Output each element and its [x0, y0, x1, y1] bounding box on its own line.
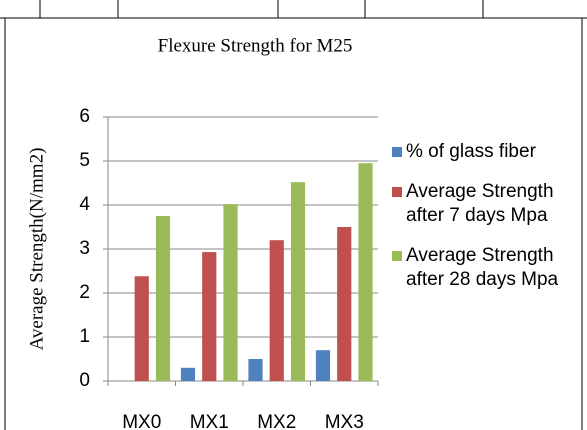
y-tick-label: 4 [79, 194, 90, 215]
legend-swatch [392, 187, 402, 197]
y-tick-label: 0 [79, 370, 90, 391]
chart-title: Flexure Strength for M25 [158, 35, 353, 56]
y-axis-label: Average Strength(N/mm2) [26, 148, 47, 351]
bar [248, 359, 263, 381]
legend-label: Average Strength after 28 days Mpa [406, 245, 559, 290]
bar [155, 216, 171, 381]
bar [337, 227, 352, 381]
y-tick-label: 1 [79, 326, 90, 347]
bar [315, 350, 331, 381]
y-tick-label: 5 [79, 150, 90, 171]
bar [134, 276, 149, 381]
legend-item: Average Strength after 7 days Mpa [392, 180, 567, 228]
legend: % of glass fiber Average Strength after 7… [392, 140, 567, 308]
legend-swatch [392, 147, 402, 157]
bar [358, 163, 373, 381]
legend-item: % of glass fiber [392, 140, 567, 164]
legend-label: Average Strength after 7 days Mpa [406, 181, 554, 226]
bar [290, 182, 306, 381]
x-tick-label: MX3 [325, 412, 364, 430]
y-tick-label: 6 [79, 106, 90, 127]
bar [223, 204, 238, 381]
y-tick-label: 3 [79, 238, 90, 259]
x-tick-label: MX0 [122, 412, 161, 430]
bar [269, 240, 284, 381]
legend-item: Average Strength after 28 days Mpa [392, 244, 567, 292]
x-tick-label: MX1 [190, 412, 229, 430]
bar [202, 252, 217, 381]
legend-label: % of glass fiber [406, 141, 536, 162]
x-tick-label: MX2 [257, 412, 296, 430]
y-tick-label: 2 [79, 282, 90, 303]
bar [180, 367, 196, 381]
legend-swatch [392, 251, 402, 261]
